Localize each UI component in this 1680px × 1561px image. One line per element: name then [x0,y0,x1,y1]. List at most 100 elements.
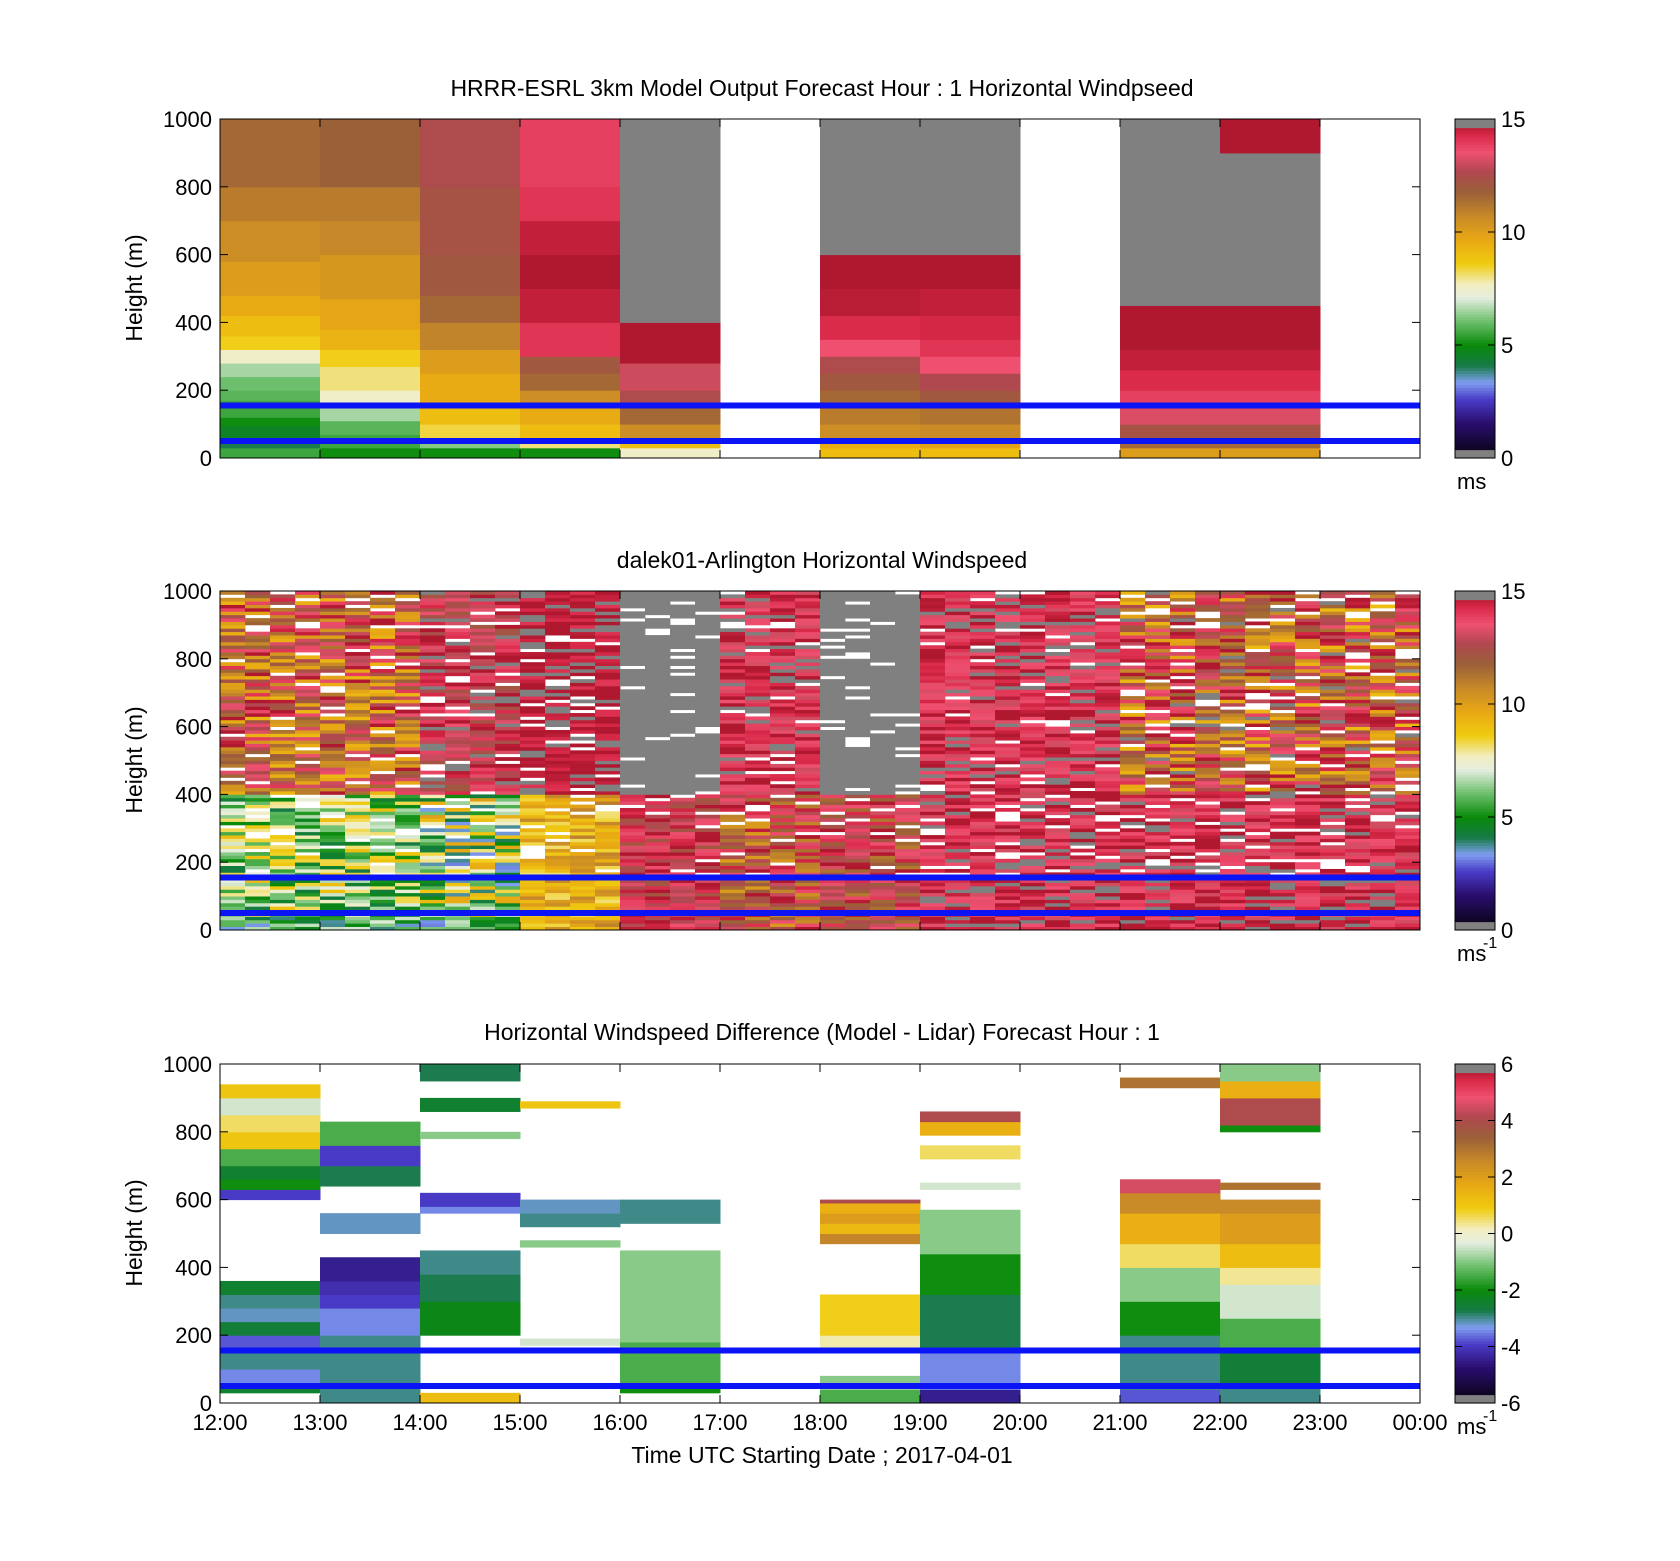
lidar-cell [1095,784,1121,789]
lidar-cell [220,675,246,680]
lidar-cell [845,692,871,697]
lidar-cell [820,706,846,711]
lidar-cell [1395,601,1421,605]
lidar-cell [545,665,571,670]
lidar-cell [995,882,1021,887]
lidar-cell [945,885,971,890]
lidar-cell [320,774,346,778]
lidar-cell [645,641,671,646]
lidar-cell [595,743,621,748]
lidar-cell [945,784,971,789]
difference-cell [920,1121,1021,1136]
lidar-cell [320,668,346,673]
lidar-cell [1295,631,1321,636]
lidar-cell [645,858,671,863]
lidar-cell [370,794,396,799]
lidar-cell [1395,885,1421,890]
lidar-cell [1145,601,1171,605]
lidar-cell [570,838,596,843]
lidar-cell [1120,607,1146,612]
lidar-cell [895,655,921,660]
lidar-cell [1395,658,1421,663]
lidar-cell [370,699,396,704]
lidar-cell [320,855,346,860]
difference-cell [320,1145,421,1167]
lidar-cell [945,855,971,860]
lidar-cell [395,675,421,680]
lidar-cell [1145,645,1171,650]
lidar-cell [1020,702,1046,707]
lidar-cell [620,736,646,741]
lidar-cell [445,614,471,619]
lidar-cell [545,865,571,870]
lidar-cell [545,591,571,595]
lidar-cell [845,709,871,714]
lidar-cell [645,889,671,894]
lidar-cell [520,838,546,843]
colorbar-swatch [1455,785,1495,790]
lidar-cell [670,824,696,829]
colorbar-swatch [1455,322,1495,326]
colorbar-swatch [1455,251,1495,256]
lidar-cell [1145,740,1171,744]
lidar-cell [870,594,896,599]
lidar-cell [1245,902,1271,907]
lidar-cell [1195,885,1221,890]
lidar-cell [670,638,696,643]
lidar-cell [1095,923,1121,928]
lidar-cell [870,740,896,744]
lidar-cell [370,696,396,700]
lidar-cell [220,645,246,650]
model-cell [1220,329,1321,351]
lidar-cell [845,848,871,853]
lidar-cell [695,804,721,809]
lidar-cell [795,814,821,819]
lidar-cell [1145,777,1171,782]
lidar-cell [1370,855,1396,860]
lidar-cell [795,709,821,714]
lidar-cell [1395,594,1421,599]
lidar-cell [1095,889,1121,894]
lidar-cell [245,828,271,833]
lidar-cell [895,852,921,856]
y-tick-label: 400 [175,310,212,335]
lidar-cell [820,624,846,629]
lidar-cell [495,919,521,924]
lidar-cell [920,811,946,816]
lidar-cell [595,753,621,758]
lidar-cell [1095,702,1121,707]
lidar-cell [320,658,346,663]
lidar-cell [795,807,821,812]
model-cell [1220,369,1321,391]
lidar-cell [1345,855,1371,860]
lidar-cell [470,865,496,870]
lidar-cell [1295,750,1321,755]
colorbar-swatch [1455,828,1495,832]
colorbar-swatch [1455,232,1495,236]
lidar-cell [1345,696,1371,700]
lidar-cell [1295,885,1321,890]
colorbar-swatch [1455,316,1495,321]
lidar-cell [520,811,546,816]
lidar-cell [470,696,496,700]
lidar-cell [1195,787,1221,792]
lidar-cell [970,668,996,673]
lidar-cell [695,828,721,833]
lidar-cell [270,845,296,850]
lidar-cell [395,852,421,856]
lidar-cell [220,638,246,643]
lidar-cell [770,719,796,724]
difference-cell [820,1335,921,1350]
lidar-cell [1245,835,1271,839]
lidar-cell [270,757,296,761]
lidar-cell [870,902,896,907]
lidar-cell [795,889,821,894]
lidar-cell [695,594,721,599]
lidar-cell [570,845,596,850]
lidar-cell [1345,692,1371,697]
lidar-cell [795,716,821,721]
lidar-cell [945,868,971,873]
lidar-cell [1370,713,1396,717]
lidar-cell [1370,852,1396,856]
lidar-cell [945,750,971,755]
